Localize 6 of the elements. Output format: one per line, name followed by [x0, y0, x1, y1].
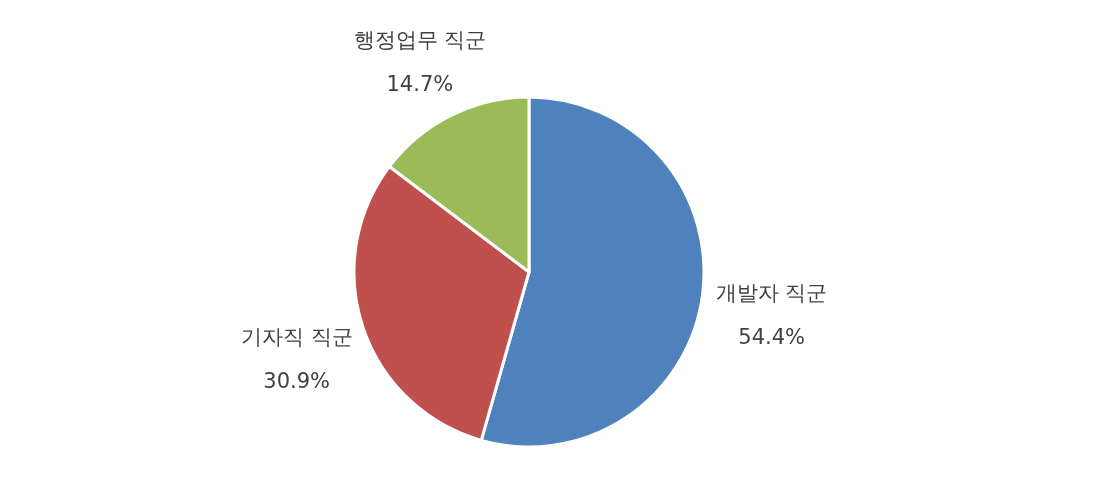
slice-label: 기자직 직군: [240, 324, 353, 349]
data-label: 54.4%: [738, 324, 806, 349]
data-label: 14.7%: [386, 71, 454, 96]
data-label: 30.9%: [263, 368, 331, 393]
slice-label: 행정업무 직군: [353, 27, 487, 52]
slice-label: 개발자 직군: [715, 280, 828, 305]
